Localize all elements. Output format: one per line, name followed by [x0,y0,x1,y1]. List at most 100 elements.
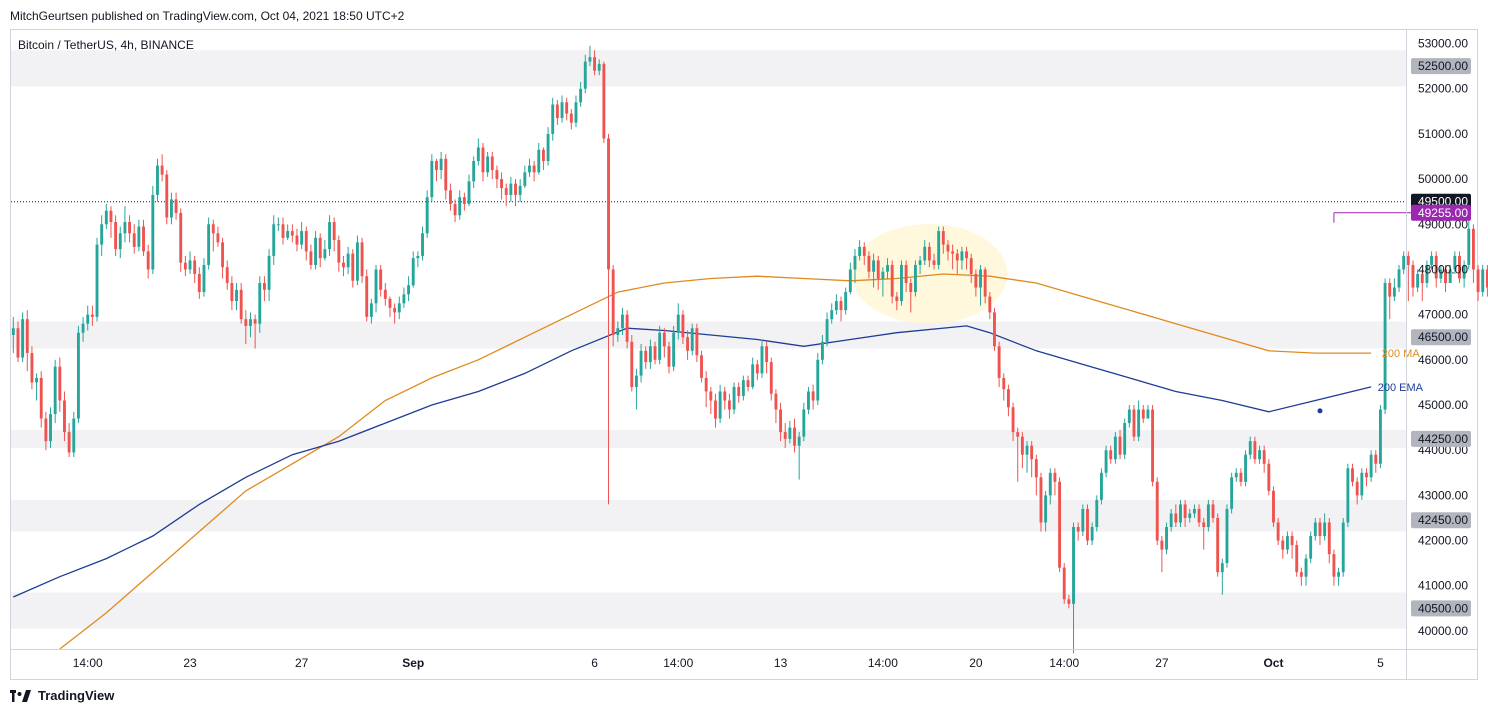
candle-body[interactable] [811,391,815,401]
candle-body[interactable] [258,283,262,324]
candle-body[interactable] [504,188,508,195]
candle-body[interactable] [551,104,555,134]
candle-body[interactable] [574,102,578,123]
candle-body[interactable] [1081,508,1085,532]
candle-body[interactable] [1276,522,1280,541]
candle-body[interactable] [979,269,982,288]
candle-body[interactable] [765,346,769,363]
candle-body[interactable] [946,244,950,252]
candle-body[interactable] [583,61,587,89]
candle-body[interactable] [1402,255,1406,270]
candle-body[interactable] [774,393,778,410]
candle-body[interactable] [607,138,610,270]
candle-body[interactable] [453,203,457,216]
candle-body[interactable] [1216,517,1220,573]
candle-body[interactable] [1272,490,1275,523]
candle-body[interactable] [476,147,480,162]
candle-body[interactable] [128,222,132,234]
candle-body[interactable] [797,436,801,446]
candle-body[interactable] [1471,228,1475,270]
candle-body[interactable] [1453,255,1457,270]
candle-body[interactable] [1416,273,1420,288]
candle-body[interactable] [1439,269,1443,279]
candle-body[interactable] [1169,513,1173,528]
candle-body[interactable] [616,328,620,335]
candle-body[interactable] [435,161,438,171]
candle-body[interactable] [281,224,285,238]
candle-body[interactable] [862,246,866,256]
candle-body[interactable] [286,231,290,238]
candle-body[interactable] [360,242,364,277]
candle-body[interactable] [472,161,476,182]
candle-body[interactable] [383,289,387,299]
candle-body[interactable] [1378,409,1382,464]
candle-body[interactable] [1262,450,1266,464]
candle-body[interactable] [746,380,750,387]
candle-body[interactable] [211,224,215,234]
candle-body[interactable] [35,377,39,383]
candle-body[interactable] [937,231,941,265]
candle-body[interactable] [560,102,564,119]
candle-body[interactable] [402,294,406,304]
candle-body[interactable] [597,63,601,71]
candle-body[interactable] [332,222,336,241]
candle-body[interactable] [732,386,736,410]
candle-body[interactable] [1239,472,1243,482]
candle-body[interactable] [500,179,504,189]
candle-body[interactable] [304,231,308,252]
candle-body[interactable] [1481,269,1485,293]
candle-body[interactable] [1383,283,1387,410]
candle-body[interactable] [1327,522,1331,555]
candle-body[interactable] [690,328,694,351]
candle-body[interactable] [676,314,680,333]
candle-body[interactable] [397,303,401,313]
candle-body[interactable] [1304,558,1308,577]
candle-body[interactable] [830,310,834,320]
candle-body[interactable] [848,269,852,293]
candle-body[interactable] [1183,504,1187,518]
candle-body[interactable] [1113,436,1117,460]
candle-body[interactable] [351,253,355,281]
candle-body[interactable] [239,289,243,320]
candle-body[interactable] [197,273,201,293]
candle-body[interactable] [416,255,420,259]
candle-body[interactable] [249,319,252,326]
candle-body[interactable] [555,104,559,119]
candle-body[interactable] [1141,409,1145,419]
candle-body[interactable] [183,262,187,270]
candle-body[interactable] [960,251,964,261]
candle-body[interactable] [955,253,959,261]
candle-body[interactable] [276,224,280,226]
candle-body[interactable] [514,183,517,195]
candle-body[interactable] [342,262,345,268]
candle-body[interactable] [58,366,62,401]
candle-body[interactable] [169,199,173,218]
candle-body[interactable] [1318,522,1322,537]
candle-body[interactable] [202,264,206,293]
candle-body[interactable] [904,264,908,284]
candle-body[interactable] [267,255,271,290]
candle-body[interactable] [755,364,759,374]
candle-body[interactable] [648,346,652,363]
candle-body[interactable] [983,269,987,297]
candle-body[interactable] [900,264,903,302]
candle-body[interactable] [142,226,145,252]
candle-body[interactable] [21,319,25,358]
candle-body[interactable] [1309,536,1313,559]
candle-body[interactable] [1002,377,1006,390]
candle-body[interactable] [407,285,411,295]
candle-body[interactable] [1095,499,1099,528]
candle-body[interactable] [230,283,234,302]
candle-body[interactable] [611,269,615,335]
candle-body[interactable] [1072,527,1075,604]
candle-body[interactable] [1039,477,1043,523]
candle-body[interactable] [179,212,183,263]
candle-body[interactable] [588,57,592,62]
candle-body[interactable] [727,400,731,410]
candle-body[interactable] [751,364,755,387]
candle-body[interactable] [174,199,178,213]
candle-body[interactable] [662,332,666,347]
candle-body[interactable] [300,231,304,245]
candle-body[interactable] [988,296,992,313]
